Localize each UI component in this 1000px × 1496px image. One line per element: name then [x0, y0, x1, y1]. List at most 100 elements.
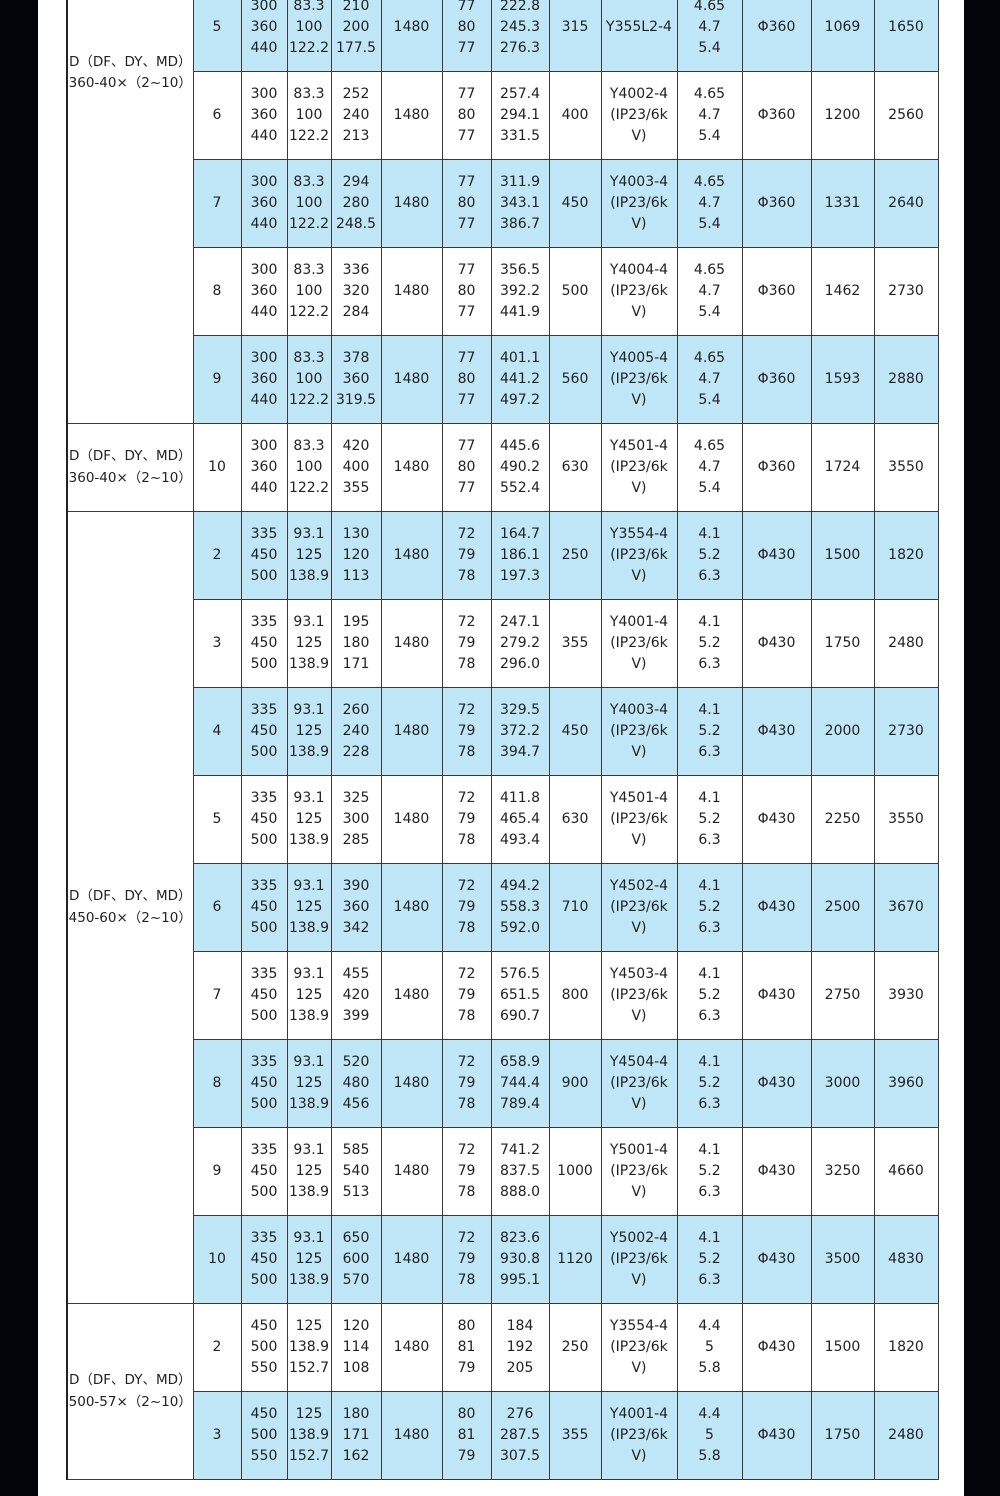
efficiency-cell: 77 80 77: [441, 0, 492, 72]
flow-ls-cell: 83.3 100 122.2: [286, 71, 332, 160]
table-row: 8 300 360 440 83.3 100 122.2 336 320 284 148…: [67, 247, 939, 336]
shaft-power-cell: 445.6 490.2 552.4: [490, 423, 550, 512]
speed-cell: 1480: [380, 423, 443, 512]
pump-weight-cell: 2250: [810, 775, 875, 864]
flow-m3h-cell: 300 360 440: [240, 335, 288, 424]
inlet-diameter-cell: Φ430: [741, 951, 812, 1040]
motor-model-cell: Y4002-4 (IP23/6k V): [600, 71, 678, 160]
flow-ls-cell: 93.1 125 138.9: [286, 863, 332, 952]
motor-power-cell: 630: [548, 423, 602, 512]
table-row: 6 335 450 500 93.1 125 138.9 390 360 342 148…: [67, 863, 939, 952]
npsh-cell: 4.1 5.2 6.3: [676, 775, 743, 864]
npsh-cell: 4.1 5.2 6.3: [676, 687, 743, 776]
shaft-power-cell: 276 287.5 307.5: [490, 1391, 550, 1480]
efficiency-cell: 72 79 78: [441, 687, 492, 776]
head-cell: 520 480 456: [330, 1039, 382, 1128]
shaft-power-cell: 247.1 279.2 296.0: [490, 599, 550, 688]
motor-power-cell: 800: [548, 951, 602, 1040]
motor-weight-cell: 1650: [873, 0, 939, 72]
pump-weight-cell: 1500: [810, 511, 875, 600]
shaft-power-cell: 164.7 186.1 197.3: [490, 511, 550, 600]
efficiency-cell: 77 80 77: [441, 71, 492, 160]
head-cell: 252 240 213: [330, 71, 382, 160]
motor-weight-cell: 3960: [873, 1039, 939, 1128]
flow-ls-cell: 83.3 100 122.2: [286, 0, 332, 72]
head-cell: 336 320 284: [330, 247, 382, 336]
inlet-diameter-cell: Φ430: [741, 1127, 812, 1216]
npsh-cell: 4.4 5 5.8: [676, 1303, 743, 1392]
stage-cell: 2: [192, 1303, 242, 1392]
efficiency-cell: 72 79 78: [441, 511, 492, 600]
stage-cell: 9: [192, 335, 242, 424]
flow-m3h-cell: 335 450 500: [240, 1127, 288, 1216]
npsh-cell: 4.65 4.7 5.4: [676, 0, 743, 72]
motor-weight-cell: 2480: [873, 599, 939, 688]
flow-ls-cell: 125 138.9 152.7: [286, 1303, 332, 1392]
table-row: 3 335 450 500 93.1 125 138.9 195 180 171 148…: [67, 599, 939, 688]
motor-power-cell: 250: [548, 1303, 602, 1392]
motor-power-cell: 450: [548, 159, 602, 248]
speed-cell: 1480: [380, 1215, 443, 1304]
table-row: 3 450 500 550 125 138.9 152.7 180 171 162 14…: [67, 1391, 939, 1480]
model-cell: D（DF、DY、MD） 360-40×（2~10）: [66, 423, 194, 512]
pump-weight-cell: 3250: [810, 1127, 875, 1216]
head-cell: 325 300 285: [330, 775, 382, 864]
head-cell: 210 200 177.5: [330, 0, 382, 72]
head-cell: 294 280 248.5: [330, 159, 382, 248]
motor-weight-cell: 4830: [873, 1215, 939, 1304]
npsh-cell: 4.1 5.2 6.3: [676, 863, 743, 952]
speed-cell: 1480: [380, 1039, 443, 1128]
head-cell: 180 171 162: [330, 1391, 382, 1480]
shaft-power-cell: 356.5 392.2 441.9: [490, 247, 550, 336]
motor-model-cell: Y3554-4 (IP23/6k V): [600, 1303, 678, 1392]
table-row: 6 300 360 440 83.3 100 122.2 252 240 213 148…: [67, 71, 939, 160]
inlet-diameter-cell: Φ430: [741, 775, 812, 864]
shaft-power-cell: 823.6 930.8 995.1: [490, 1215, 550, 1304]
npsh-cell: 4.1 5.2 6.3: [676, 1039, 743, 1128]
inlet-diameter-cell: Φ430: [741, 1391, 812, 1480]
speed-cell: 1480: [380, 1391, 443, 1480]
npsh-cell: 4.65 4.7 5.4: [676, 335, 743, 424]
head-cell: 455 420 399: [330, 951, 382, 1040]
right-frame-bar: [964, 0, 1000, 1496]
efficiency-cell: 72 79 78: [441, 1039, 492, 1128]
head-cell: 378 360 319.5: [330, 335, 382, 424]
head-cell: 585 540 513: [330, 1127, 382, 1216]
motor-model-cell: Y4001-4 (IP23/6k V): [600, 1391, 678, 1480]
speed-cell: 1480: [380, 951, 443, 1040]
pump-weight-cell: 2500: [810, 863, 875, 952]
pump-weight-cell: 3500: [810, 1215, 875, 1304]
shaft-power-cell: 576.5 651.5 690.7: [490, 951, 550, 1040]
motor-weight-cell: 3670: [873, 863, 939, 952]
efficiency-cell: 72 79 78: [441, 1127, 492, 1216]
efficiency-cell: 77 80 77: [441, 335, 492, 424]
motor-weight-cell: 2560: [873, 71, 939, 160]
npsh-cell: 4.65 4.7 5.4: [676, 159, 743, 248]
npsh-cell: 4.1 5.2 6.3: [676, 599, 743, 688]
inlet-diameter-cell: Φ430: [741, 599, 812, 688]
motor-power-cell: 250: [548, 511, 602, 600]
npsh-cell: 4.65 4.7 5.4: [676, 71, 743, 160]
speed-cell: 1480: [380, 247, 443, 336]
pump-weight-cell: 2000: [810, 687, 875, 776]
table-body: D（DF、DY、MD） 360-40×（2~10） 5 300 360 440 83.…: [66, 0, 939, 1480]
shaft-power-cell: 401.1 441.2 497.2: [490, 335, 550, 424]
flow-m3h-cell: 335 450 500: [240, 687, 288, 776]
head-cell: 130 120 113: [330, 511, 382, 600]
efficiency-cell: 80 81 79: [441, 1303, 492, 1392]
motor-power-cell: 1000: [548, 1127, 602, 1216]
stage-cell: 10: [192, 423, 242, 512]
motor-weight-cell: 2730: [873, 687, 939, 776]
flow-m3h-cell: 335 450 500: [240, 951, 288, 1040]
efficiency-cell: 77 80 77: [441, 159, 492, 248]
speed-cell: 1480: [380, 71, 443, 160]
motor-weight-cell: 3550: [873, 775, 939, 864]
motor-model-cell: Y4005-4 (IP23/6k V): [600, 335, 678, 424]
motor-weight-cell: 3930: [873, 951, 939, 1040]
shaft-power-cell: 741.2 837.5 888.0: [490, 1127, 550, 1216]
pump-spec-table: D（DF、DY、MD） 360-40×（2~10） 5 300 360 440 83.…: [66, 0, 939, 1480]
speed-cell: 1480: [380, 159, 443, 248]
speed-cell: 1480: [380, 335, 443, 424]
npsh-cell: 4.65 4.7 5.4: [676, 423, 743, 512]
speed-cell: 1480: [380, 1127, 443, 1216]
